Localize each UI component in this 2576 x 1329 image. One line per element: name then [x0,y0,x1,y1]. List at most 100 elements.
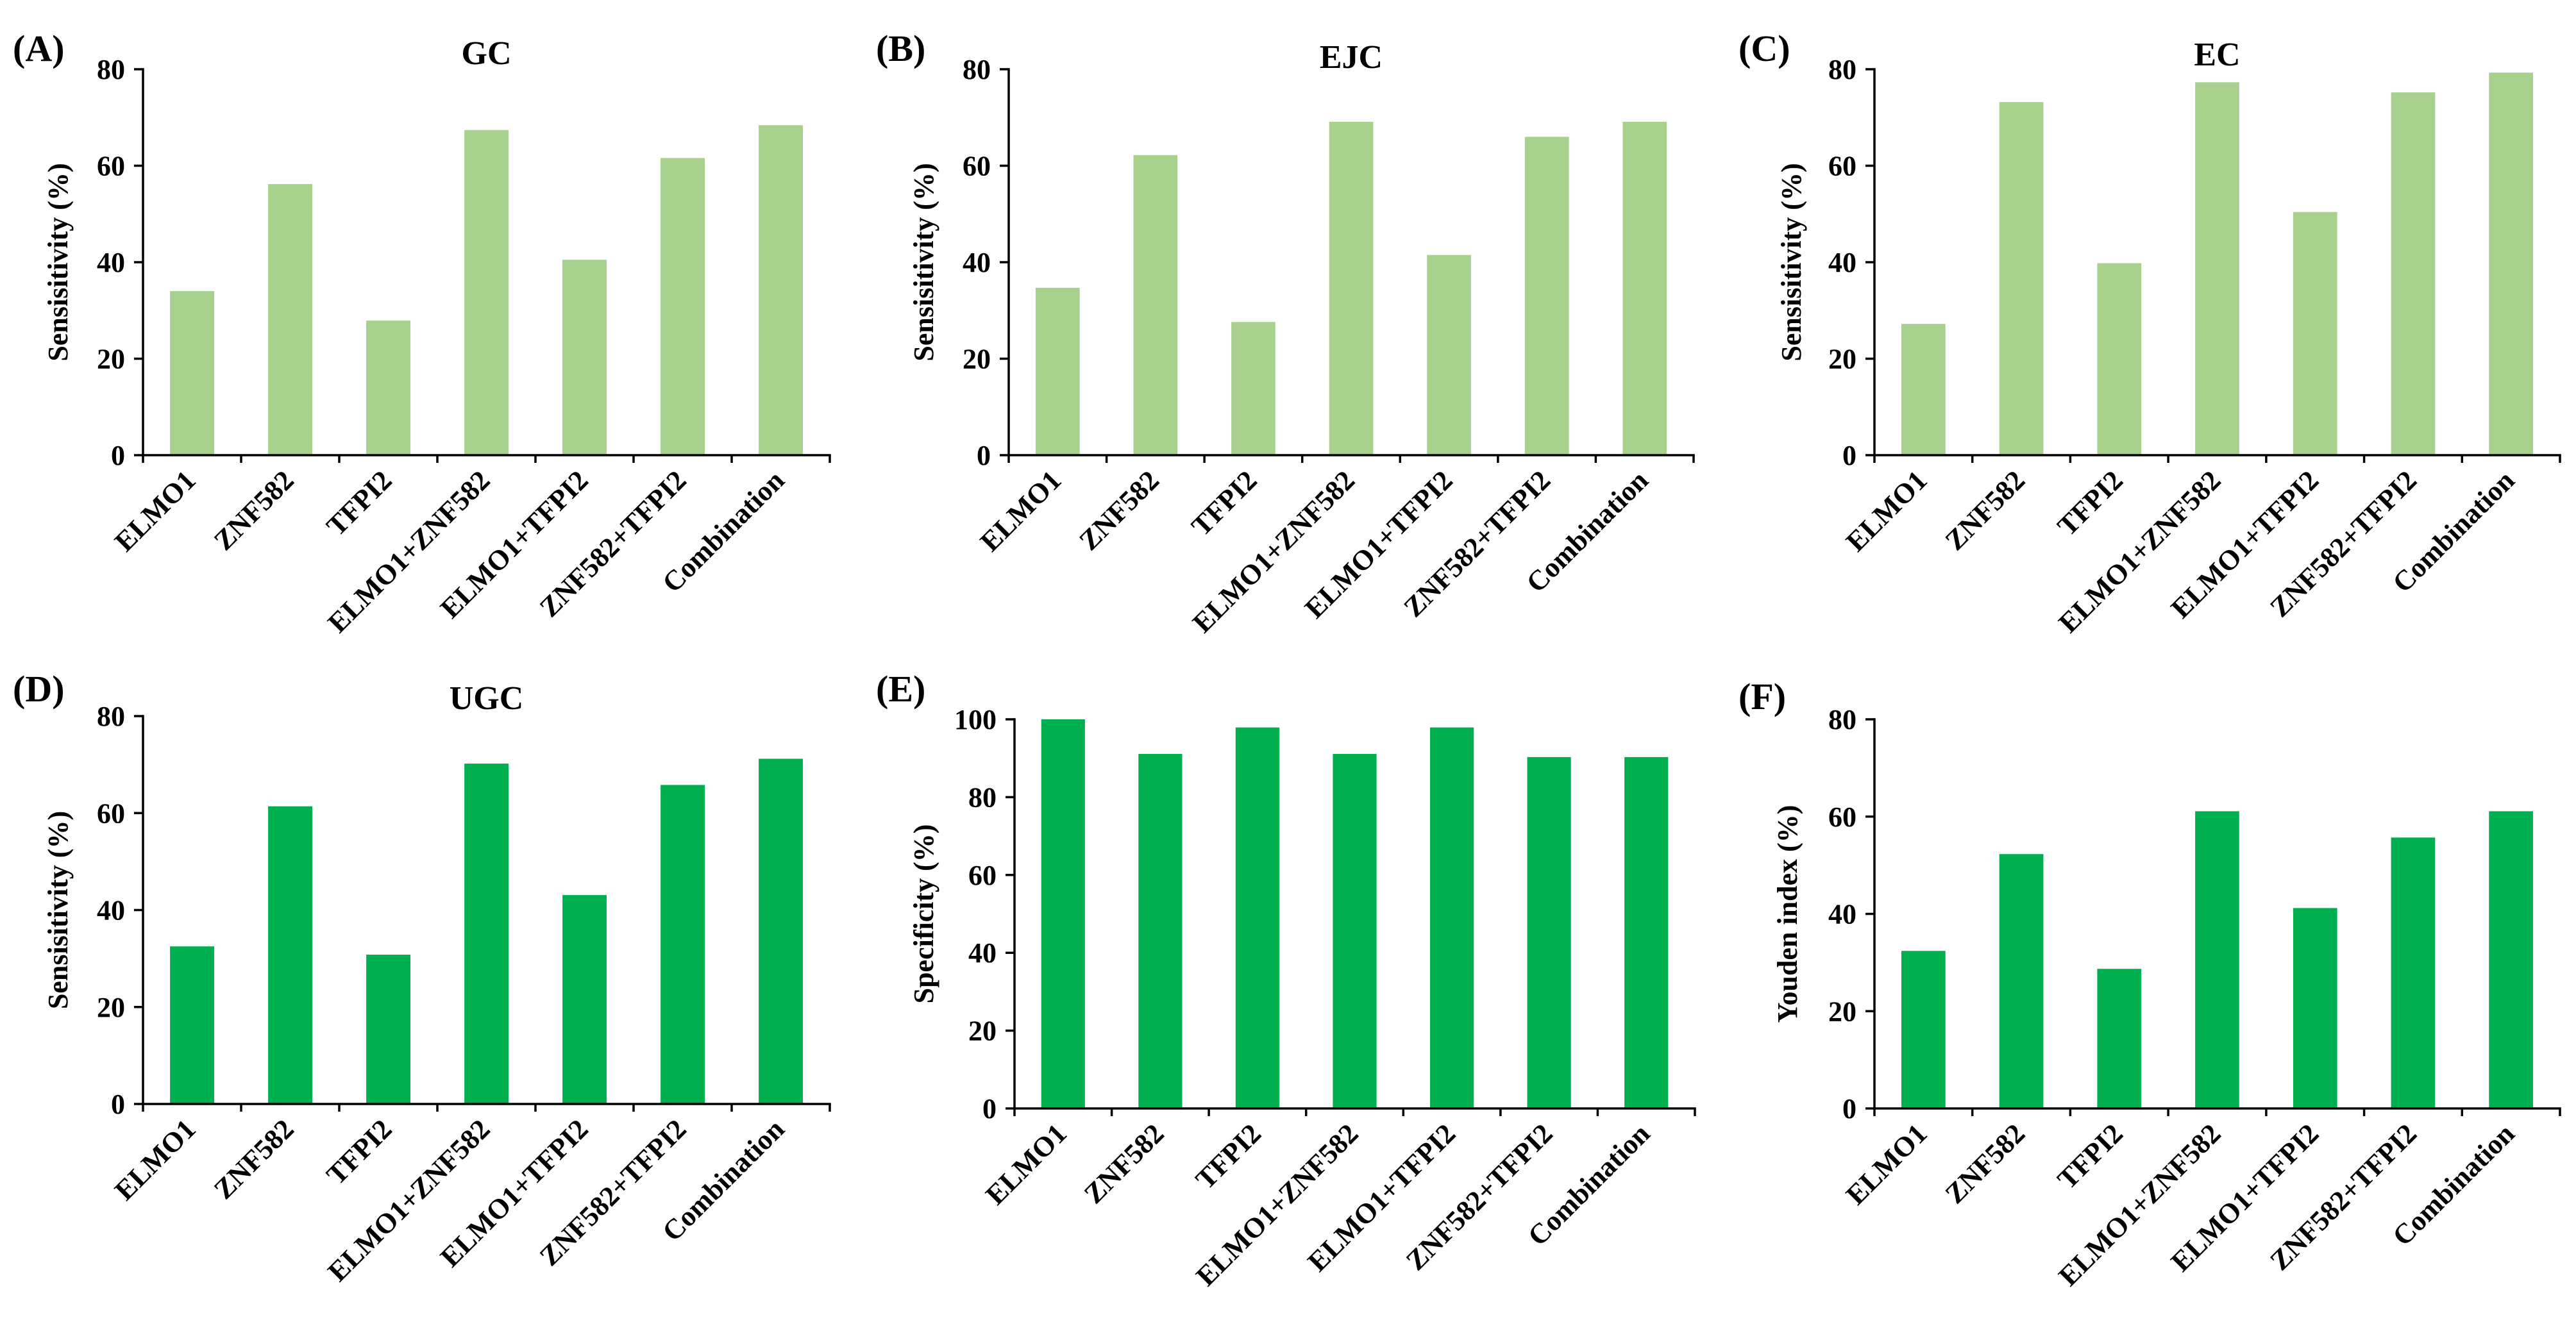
category-label-elmo1-znf582: ELMO1+ZNF582 [2053,1117,2227,1292]
category-label-elmo1: ELMO1 [974,464,1067,557]
category-label-elmo1-znf582: ELMO1+ZNF582 [322,464,496,639]
bar-a-tfpi2 [366,321,410,455]
bar-a-znf582 [268,184,312,455]
y-tick-label: 40 [968,937,997,969]
bar-e-elmo1-tfpi2 [1430,727,1474,1108]
bar-d-combination [759,758,803,1104]
y-tick-label: 20 [1828,344,1856,375]
bar-c-combination [2489,72,2533,456]
bar-c-elmo1 [1901,324,1946,455]
y-tick-label: 0 [111,440,125,471]
y-tick-label: 60 [1828,801,1856,833]
bar-f-elmo1-tfpi2 [2293,908,2337,1108]
bar-d-znf582 [268,806,312,1104]
y-tick-label: 20 [1828,996,1856,1027]
y-axis-title: Youden index (%) [1772,805,1803,1023]
y-tick-label: 40 [963,247,991,278]
category-label-tfpi2: TFPI2 [320,464,398,542]
category-label-tfpi2: TFPI2 [1190,1117,1267,1195]
bar-d-elmo1 [170,946,214,1104]
panel-label: (E) [876,668,925,710]
bar-a-elmo1-tfpi2 [562,260,607,455]
y-axis-title: Sensisitivity (%) [42,811,74,1009]
category-label-znf582: ZNF582 [1939,464,2032,556]
panel-label: (B) [876,28,925,69]
y-tick-label: 40 [1828,899,1856,930]
bar-b-elmo1-znf582 [1329,122,1374,455]
y-tick-label: 80 [97,701,125,732]
category-label-tfpi2: TFPI2 [2051,1117,2129,1195]
y-tick-label: 0 [982,1093,997,1124]
y-tick-label: 80 [963,54,991,85]
bar-e-combination [1624,756,1669,1108]
bar-c-tfpi2 [2097,263,2142,455]
bar-d-elmo1-znf582 [464,764,509,1104]
category-label-tfpi2: TFPI2 [320,1113,398,1191]
bar-b-combination [1622,122,1667,455]
bar-a-elmo1 [170,291,214,455]
category-label-elmo1: ELMO1 [108,1113,201,1206]
y-tick-label: 60 [963,151,991,182]
panel-label: (D) [13,668,65,710]
bar-d-elmo1-tfpi2 [562,895,607,1104]
y-tick-label: 20 [968,1016,997,1047]
bar-d-znf582-tfpi2 [661,785,705,1104]
y-tick-label: 0 [111,1089,125,1120]
bar-b-tfpi2 [1231,322,1275,455]
panel-title: UGC [450,680,524,717]
panel-label: (F) [1738,676,1786,717]
bar-e-elmo1 [1041,719,1085,1108]
y-tick-label: 20 [963,344,991,375]
category-label-elmo1: ELMO1 [108,464,201,557]
category-label-elmo1-znf582: ELMO1+ZNF582 [2053,464,2227,639]
category-label-tfpi2: TFPI2 [1185,464,1263,542]
bar-c-znf582-tfpi2 [2391,92,2436,456]
y-tick-label: 40 [97,247,125,278]
category-label-elmo1-znf582: ELMO1+ZNF582 [1186,464,1361,639]
bar-f-combination [2489,811,2533,1108]
bar-c-elmo1-znf582 [2195,82,2239,456]
y-tick-label: 0 [977,440,991,471]
y-tick-label: 20 [97,992,125,1023]
bar-c-elmo1-tfpi2 [2293,212,2337,455]
bar-f-elmo1-znf582 [2195,811,2239,1108]
category-label-znf582: ZNF582 [1073,464,1165,556]
y-tick-label: 40 [97,895,125,926]
panel-title: GC [462,35,512,72]
bar-b-znf582 [1133,155,1178,455]
bar-b-znf582-tfpi2 [1524,137,1569,455]
y-tick-label: 40 [1828,247,1856,278]
bar-e-tfpi2 [1235,727,1279,1108]
bar-f-tfpi2 [2097,969,2142,1108]
y-tick-label: 100 [954,704,997,735]
panel-e: 0 20 40 60 80 100 ELMO1 ZNF582 TFPI2ELMO1+ZNF582… [876,668,1696,1292]
category-label-elmo1-znf582: ELMO1+ZNF582 [322,1113,496,1287]
y-tick-label: 60 [1828,151,1856,182]
category-label-tfpi2: TFPI2 [2051,464,2129,542]
category-label-elmo1-znf582: ELMO1+ZNF582 [1190,1117,1365,1292]
y-axis-title: Sensisitivity (%) [42,163,74,361]
bar-e-elmo1-znf582 [1333,754,1377,1108]
bar-f-znf582 [1999,854,2044,1108]
bar-b-elmo1 [1036,287,1080,455]
bar-c-znf582 [1999,102,2044,455]
y-tick-label: 60 [968,860,997,891]
panel-title: EJC [1320,39,1383,76]
y-axis-title: Specificity (%) [908,824,939,1004]
category-label-elmo1: ELMO1 [980,1117,1073,1210]
y-tick-label: 60 [97,151,125,182]
y-axis-title: Sensisitivity (%) [1776,163,1807,361]
bar-a-elmo1-znf582 [464,130,509,456]
category-label-znf582: ZNF582 [1939,1117,2032,1210]
panel-label: (A) [13,28,65,69]
y-tick-label: 80 [97,54,125,85]
bar-e-znf582 [1138,754,1183,1108]
y-tick-label: 80 [968,782,997,813]
category-label-znf582: ZNF582 [208,1113,300,1205]
panel-label: (C) [1738,28,1790,69]
